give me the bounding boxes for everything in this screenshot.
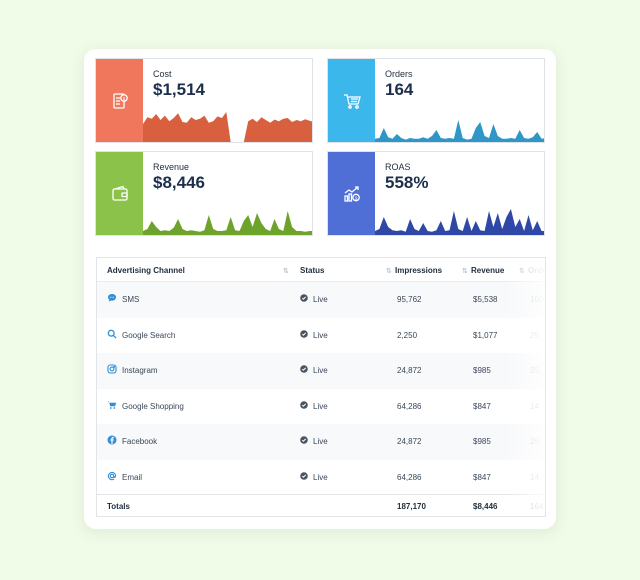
column-header-channel[interactable]: Advertising Channel xyxy=(107,266,185,275)
check-circle-icon xyxy=(300,436,308,444)
impressions-value: 64,286 xyxy=(397,401,422,411)
orders-value: 25 xyxy=(530,330,539,340)
column-header-revenue[interactable]: Revenue xyxy=(471,266,505,275)
revenue-value: $1,077 xyxy=(473,330,498,340)
kpi-card-roas[interactable]: $ ROAS 558% xyxy=(327,151,545,236)
search-icon xyxy=(107,329,117,339)
table-header: Advertising Channel ⇅ Status ⇅ Impressio… xyxy=(97,258,545,282)
table-row[interactable]: Facebook Live 24,872 $985 25 xyxy=(97,424,545,460)
card-value: $1,514 xyxy=(153,80,205,99)
card-value: $8,446 xyxy=(153,173,205,192)
channels-table: Advertising Channel ⇅ Status ⇅ Impressio… xyxy=(96,257,546,517)
column-header-impressions[interactable]: Impressions xyxy=(395,266,443,275)
sparkline-chart xyxy=(143,211,312,235)
table-row[interactable]: Email Live 64,286 $847 14 xyxy=(97,460,545,496)
check-circle-icon xyxy=(300,365,308,373)
card-label: ROAS xyxy=(385,162,411,172)
check-circle-icon xyxy=(300,471,308,480)
table-row[interactable]: Instagram Live 24,872 $985 25 xyxy=(97,353,545,389)
card-swatch xyxy=(96,152,143,235)
sort-icon[interactable]: ⇅ xyxy=(386,268,392,275)
revenue-value: $5,538 xyxy=(473,295,498,304)
table-row[interactable]: Google Shopping Live 64,286 $847 14 xyxy=(97,389,545,425)
sort-icon[interactable]: ⇅ xyxy=(519,268,525,275)
revenue-value: $985 xyxy=(473,366,491,375)
sparkline-area xyxy=(375,120,544,142)
cart-icon xyxy=(343,93,361,109)
status-text: Live xyxy=(313,366,328,375)
revenue-value: $847 xyxy=(473,472,491,482)
totals-row: Totals 187,170 $8,446 164 xyxy=(97,494,545,516)
orders-value: 100 xyxy=(530,295,544,304)
channel-name: Google Shopping xyxy=(122,401,184,411)
card-swatch: $ xyxy=(328,152,375,235)
sparkline-chart xyxy=(143,112,312,142)
status-text: Live xyxy=(313,330,328,340)
column-header-orders[interactable]: Orde xyxy=(528,266,546,275)
facebook-icon xyxy=(107,435,117,445)
column-header-status[interactable]: Status xyxy=(300,266,325,275)
totals-orders: 164 xyxy=(530,502,544,511)
impressions-value: 2,250 xyxy=(397,330,418,340)
card-label: Orders xyxy=(385,69,413,79)
table-row[interactable]: SMS Live 95,762 $5,538 100 xyxy=(97,282,545,318)
check-circle-icon xyxy=(300,294,308,302)
card-value: 558% xyxy=(385,173,429,192)
status-text: Live xyxy=(313,437,328,446)
growth-icon: $ xyxy=(343,185,360,202)
impressions-value: 24,872 xyxy=(397,437,422,446)
sparkline-area xyxy=(375,209,544,235)
channel-name: Facebook xyxy=(122,437,158,446)
status-text: Live xyxy=(313,401,328,411)
sparkline-area xyxy=(143,211,312,235)
receipt-icon: $ xyxy=(112,92,128,109)
chat-icon xyxy=(107,293,117,303)
sparkline-area xyxy=(143,112,312,142)
totals-label: Totals xyxy=(107,502,130,511)
table-row[interactable]: Google Search Live 2,250 $1,077 25 xyxy=(97,318,545,354)
check-circle-icon xyxy=(300,400,308,409)
orders-value: 14 xyxy=(530,472,539,482)
channel-name: SMS xyxy=(122,295,140,304)
orders-value: 14 xyxy=(530,401,539,411)
orders-value: 25 xyxy=(530,366,539,375)
totals-impressions: 187,170 xyxy=(397,502,426,511)
status-text: Live xyxy=(313,295,328,304)
check-circle-icon xyxy=(300,329,308,338)
kpi-card-cost[interactable]: $ Cost $1,514 xyxy=(95,58,313,143)
card-label: Cost xyxy=(153,69,172,79)
sort-icon[interactable]: ⇅ xyxy=(462,268,468,275)
orders-value: 25 xyxy=(530,437,539,446)
at-sign-icon xyxy=(107,471,117,481)
kpi-card-orders[interactable]: Orders 164 xyxy=(327,58,545,143)
channel-name: Instagram xyxy=(122,366,158,375)
impressions-value: 64,286 xyxy=(397,472,422,482)
svg-text:$: $ xyxy=(122,96,125,102)
revenue-value: $985 xyxy=(473,437,491,446)
sort-icon[interactable]: ⇅ xyxy=(283,268,289,275)
totals-revenue: $8,446 xyxy=(473,502,498,511)
card-label: Revenue xyxy=(153,162,190,172)
dashboard-panel: $ Cost $1,514 Orders 164 Revenue $8,44 xyxy=(84,49,556,529)
shopping-cart-icon xyxy=(107,400,117,410)
channel-name: Google Search xyxy=(122,330,176,340)
sparkline-chart xyxy=(375,120,544,142)
status-text: Live xyxy=(313,472,328,482)
channel-name: Email xyxy=(122,472,143,482)
wallet-icon xyxy=(111,185,128,201)
card-value: 164 xyxy=(385,80,414,99)
sparkline-chart xyxy=(375,209,544,235)
card-swatch xyxy=(328,59,375,142)
impressions-value: 95,762 xyxy=(397,295,422,304)
kpi-card-revenue[interactable]: Revenue $8,446 xyxy=(95,151,313,236)
impressions-value: 24,872 xyxy=(397,366,422,375)
instagram-icon xyxy=(107,364,117,374)
card-swatch: $ xyxy=(96,59,143,142)
svg-text:$: $ xyxy=(354,195,357,201)
revenue-value: $847 xyxy=(473,401,491,411)
